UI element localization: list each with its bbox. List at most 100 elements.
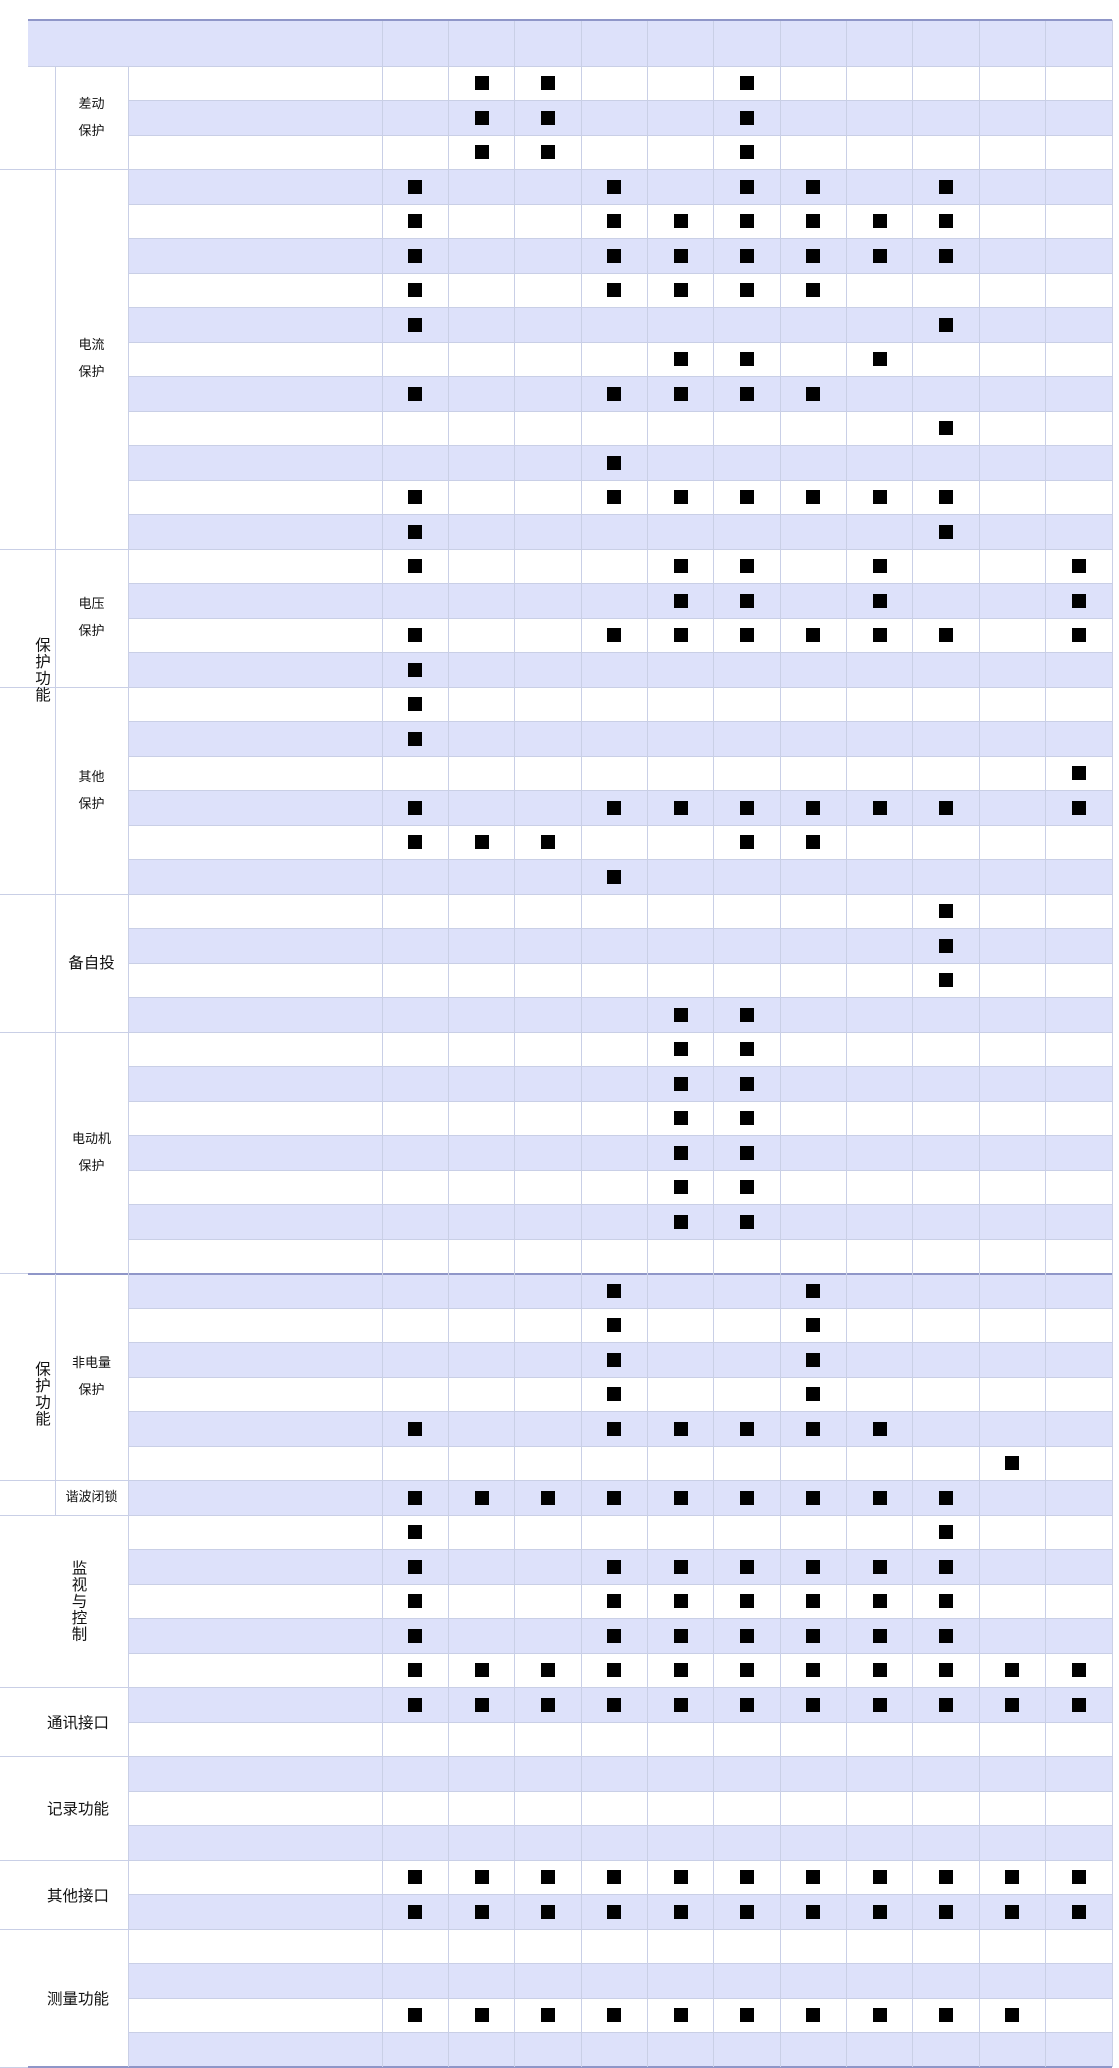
row-label bbox=[128, 239, 382, 274]
cell-tb bbox=[581, 791, 647, 826]
channel-value-l bbox=[382, 1929, 448, 1964]
row-highlight bbox=[128, 1825, 1112, 1860]
filled-square-mark bbox=[739, 248, 754, 263]
cell-m bbox=[647, 480, 713, 515]
filled-square-mark bbox=[408, 731, 423, 746]
filled-square-mark bbox=[872, 559, 887, 574]
filled-square-mark bbox=[474, 1663, 489, 1678]
row-highlight bbox=[128, 100, 1112, 135]
filled-square-mark bbox=[806, 1594, 821, 1609]
filled-square-mark bbox=[408, 1904, 423, 1919]
column-divider bbox=[912, 20, 914, 2067]
filled-square-mark bbox=[939, 1663, 954, 1678]
row-label bbox=[128, 1860, 382, 1895]
star-mark bbox=[382, 2033, 448, 2068]
filled-square-mark bbox=[408, 317, 423, 332]
cell-tb bbox=[581, 1895, 647, 1930]
filled-square-mark bbox=[540, 1490, 555, 1505]
filled-square-mark bbox=[673, 1870, 688, 1885]
row-label bbox=[128, 1653, 382, 1688]
filled-square-mark bbox=[673, 283, 688, 298]
cell-md bbox=[714, 584, 780, 619]
filled-square-mark bbox=[673, 1421, 688, 1436]
filled-square-mark bbox=[739, 559, 754, 574]
group-label: 差动 保护 bbox=[78, 96, 105, 139]
star-mark bbox=[647, 1722, 713, 1757]
cell-b bbox=[913, 1515, 979, 1550]
filled-square-mark bbox=[408, 1525, 423, 1540]
filled-square-mark bbox=[939, 1870, 954, 1885]
row-label bbox=[128, 860, 382, 895]
filled-square-mark bbox=[872, 1870, 887, 1885]
cell-m bbox=[647, 1619, 713, 1654]
cell-c bbox=[847, 1860, 913, 1895]
cell-m bbox=[647, 1136, 713, 1171]
row-label bbox=[128, 1067, 382, 1102]
row-divider bbox=[55, 1031, 1112, 1033]
cell-d2 bbox=[448, 1860, 514, 1895]
filled-square-mark bbox=[474, 145, 489, 160]
filled-square-mark bbox=[872, 800, 887, 815]
filled-square-mark bbox=[806, 1318, 821, 1333]
filled-square-mark bbox=[540, 2008, 555, 2023]
filled-square-mark bbox=[872, 2008, 887, 2023]
cell-tb bbox=[581, 1308, 647, 1343]
filled-square-mark bbox=[673, 1663, 688, 1678]
row-highlight bbox=[128, 1066, 1112, 1101]
cell-md bbox=[714, 1998, 780, 2033]
row-divider bbox=[128, 1790, 1112, 1792]
cell-md bbox=[714, 1205, 780, 1240]
filled-square-mark bbox=[673, 1042, 688, 1057]
cell-l bbox=[382, 1653, 448, 1688]
filled-square-mark bbox=[739, 1490, 754, 1505]
filled-square-mark bbox=[474, 76, 489, 91]
column-divider bbox=[713, 20, 715, 2067]
cell-c bbox=[847, 204, 913, 239]
row-label bbox=[128, 446, 382, 481]
cell-d2 bbox=[448, 66, 514, 101]
filled-square-mark bbox=[408, 386, 423, 401]
filled-square-mark bbox=[673, 1697, 688, 1712]
row-label bbox=[128, 101, 382, 136]
row-label bbox=[128, 1205, 382, 1240]
filled-square-mark bbox=[408, 524, 423, 539]
row-label bbox=[128, 687, 382, 722]
cell-b bbox=[913, 791, 979, 826]
filled-square-mark bbox=[739, 800, 754, 815]
filled-square-mark bbox=[806, 1559, 821, 1574]
header-background bbox=[28, 20, 1112, 66]
cell-s bbox=[780, 1377, 846, 1412]
column-divider bbox=[514, 20, 516, 2067]
filled-square-mark bbox=[607, 386, 622, 401]
filled-square-mark bbox=[408, 490, 423, 505]
section-title: 通讯接口 bbox=[46, 1714, 109, 1732]
row-divider bbox=[128, 755, 1112, 757]
cell-b bbox=[913, 963, 979, 998]
cell-md bbox=[714, 1170, 780, 1205]
row-divider bbox=[28, 1687, 1112, 1688]
group-label: 电动机 保护 bbox=[71, 1131, 111, 1174]
model-header-d2 bbox=[448, 20, 514, 66]
row-label bbox=[128, 1170, 382, 1205]
cell-ub bbox=[1046, 584, 1112, 619]
filled-square-mark bbox=[872, 214, 887, 229]
star-mark bbox=[1046, 1722, 1112, 1757]
section-title: 其他接口 bbox=[46, 1886, 109, 1905]
filled-square-mark bbox=[607, 1904, 622, 1919]
filled-square-mark bbox=[408, 179, 423, 194]
row-label bbox=[128, 308, 382, 343]
row-label bbox=[128, 1101, 382, 1136]
section-title: 监视与控制 bbox=[69, 1560, 88, 1643]
cell-md bbox=[714, 1584, 780, 1619]
cell-tb bbox=[581, 204, 647, 239]
cell-l bbox=[382, 1550, 448, 1585]
cell-md bbox=[714, 549, 780, 584]
filled-square-mark bbox=[673, 1214, 688, 1229]
spanned-value bbox=[382, 1791, 1112, 1826]
row-label bbox=[128, 135, 382, 170]
cell-b bbox=[913, 618, 979, 653]
row-label bbox=[128, 1032, 382, 1067]
filled-square-mark bbox=[806, 283, 821, 298]
cell-d2 bbox=[448, 135, 514, 170]
cell-c bbox=[847, 342, 913, 377]
